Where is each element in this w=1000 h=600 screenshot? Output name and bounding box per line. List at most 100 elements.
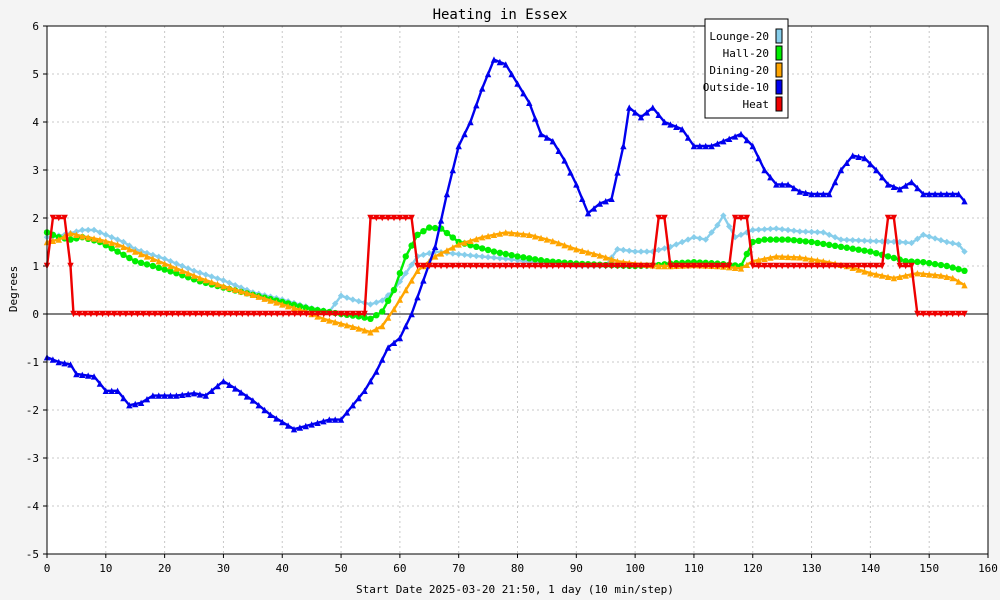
dining-20-point (925, 271, 933, 278)
dining-20-point (514, 230, 521, 237)
dining-20-point (778, 253, 786, 260)
heat-point (873, 262, 880, 270)
outside-10-point (402, 322, 409, 330)
lounge-20-point (343, 294, 351, 301)
outside-10-point (602, 198, 609, 205)
outside-10-point (243, 393, 251, 400)
hall-20-point (149, 262, 157, 270)
heat-point (749, 262, 756, 270)
outside-10-point (508, 70, 515, 78)
outside-10-point (843, 159, 851, 166)
x-tick-label: 90 (570, 562, 583, 575)
outside-10-point (443, 190, 451, 198)
dining-20-point (502, 229, 509, 236)
outside-10-point (584, 210, 592, 217)
lounge-20-point (526, 258, 533, 265)
dining-20-point (920, 270, 927, 277)
dining-20-point (232, 286, 239, 293)
dining-20-point (90, 235, 98, 242)
heat-point (420, 262, 427, 270)
outside-10-point (396, 334, 404, 342)
heat-point (198, 310, 205, 318)
outside-10-point (167, 392, 174, 399)
heat-point (314, 310, 322, 318)
outside-10-point (726, 135, 733, 142)
outside-10-point (161, 392, 168, 399)
hall-20-point (396, 270, 404, 277)
lounge-20-point (726, 223, 733, 230)
heat-point (637, 262, 645, 270)
hall-20-point (796, 237, 803, 244)
hall-20-point (755, 237, 762, 244)
outside-10-point (308, 421, 315, 428)
dining-20-point (261, 295, 268, 302)
dining-20-point (190, 272, 198, 279)
lounge-20-point (955, 241, 962, 248)
dining-20-point (196, 274, 204, 282)
hall-20-point (837, 243, 845, 250)
lounge-20-point (349, 296, 357, 303)
x-tick-label: 30 (217, 562, 230, 575)
hall-20-point (831, 242, 839, 250)
outside-10-point (655, 111, 662, 118)
outside-10-point (614, 169, 621, 176)
outside-10-point (620, 142, 627, 150)
heat-point (262, 310, 269, 318)
heat-point (578, 262, 586, 270)
dining-20-point (914, 270, 921, 277)
heat-point (667, 262, 674, 270)
dining-20-point (873, 271, 880, 278)
hall-20-point (784, 236, 792, 243)
hall-20-point (767, 236, 774, 243)
outside-10-point (637, 114, 645, 121)
dining-20-point (67, 230, 74, 237)
lounge-20-point (355, 298, 362, 305)
dining-20-point (543, 236, 551, 243)
lounge-20-point (767, 225, 774, 233)
lounge-20-point (884, 238, 892, 245)
dining-20-point (255, 293, 262, 300)
x-tick-label: 160 (978, 562, 998, 575)
outside-10-point (214, 382, 221, 390)
heat-point (949, 310, 956, 318)
x-tick-label: 110 (684, 562, 704, 575)
heat-point (431, 262, 439, 270)
outside-10-point (202, 392, 209, 399)
x-tick-label: 120 (743, 562, 763, 575)
heat-point (690, 262, 698, 270)
outside-10-point (455, 142, 462, 150)
lounge-20-point (661, 245, 668, 252)
hall-20-point (537, 257, 545, 264)
lounge-20-point (696, 235, 704, 242)
heat-point (673, 262, 680, 270)
dining-20-point (143, 253, 151, 260)
lounge-20-point (802, 228, 809, 235)
heat-point (274, 310, 281, 318)
lounge-20-point (702, 236, 709, 243)
outside-10-point (543, 134, 551, 141)
lounge-20-point (961, 248, 968, 255)
hall-20-point (743, 250, 751, 258)
outside-10-point (126, 402, 133, 409)
lounge-20-point (920, 231, 927, 238)
dining-20-point (102, 238, 110, 245)
heat-point (731, 214, 739, 222)
heat-point (326, 310, 333, 318)
heat-point (890, 214, 898, 222)
lounge-20-point (737, 231, 745, 238)
hall-20-point (408, 242, 415, 249)
outside-10-point (296, 424, 304, 431)
lounge-20-point (173, 260, 180, 267)
outside-10-point (590, 205, 598, 212)
heat-point (367, 214, 374, 222)
outside-10-point (284, 422, 292, 429)
lounge-20-point (84, 226, 92, 234)
x-tick-label: 150 (919, 562, 939, 575)
plot-frame (46, 25, 989, 555)
hall-20-point (873, 250, 880, 257)
heat-point (338, 310, 345, 318)
lounge-20-point (931, 235, 939, 242)
outside-10-point (802, 189, 809, 196)
heat-point (402, 214, 409, 222)
